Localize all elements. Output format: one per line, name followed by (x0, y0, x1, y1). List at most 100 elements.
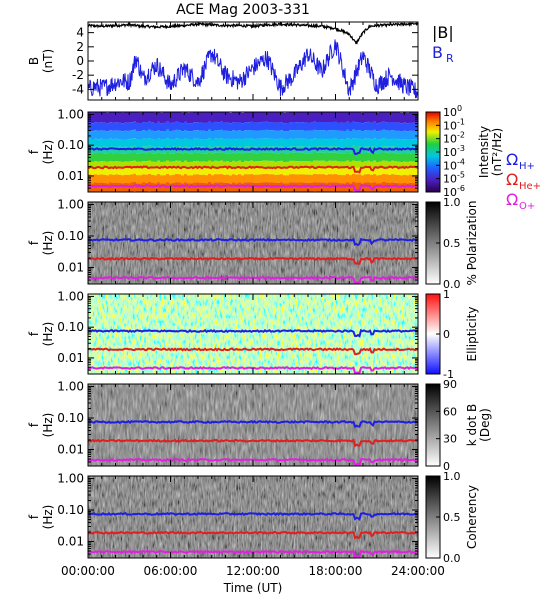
intensity-cell (367, 160, 371, 168)
intensity-cell (121, 153, 125, 162)
intensity-cell (307, 174, 311, 183)
intensity-cell (298, 152, 302, 161)
intensity-cell (319, 160, 323, 168)
intensity-cell (391, 122, 395, 131)
intensity-cell (409, 153, 413, 162)
intensity-cell (226, 168, 230, 175)
intensity-cell (319, 122, 323, 131)
intensity-cell (88, 182, 92, 192)
intensity-cell (115, 182, 119, 192)
intensity-cell (103, 146, 107, 154)
intensity-cell (343, 122, 347, 131)
intensity-cell (292, 182, 296, 192)
intensity-cell (358, 112, 362, 122)
intensity-cell (142, 112, 146, 123)
intensity-cell (319, 138, 323, 147)
intensity-cell (121, 131, 125, 140)
intensity-cell (370, 153, 374, 162)
intensity-cell (97, 130, 101, 140)
intensity-cell (124, 130, 128, 139)
intensity-cell (325, 168, 329, 175)
intensity-cell (391, 160, 395, 168)
intensity-cell (199, 130, 203, 140)
intensity-cell (214, 130, 218, 139)
intensity-cell (100, 174, 104, 183)
intensity-cell (109, 112, 113, 123)
intensity-cell (229, 162, 233, 169)
intensity-cell (145, 112, 149, 123)
intensity-cell (202, 174, 206, 183)
intensity-cell (340, 183, 344, 192)
intensity-cell (259, 161, 263, 168)
intensity-cell (361, 168, 365, 176)
intensity-cell (244, 112, 248, 123)
intensity-cell (223, 183, 227, 192)
intensity-cell (196, 182, 200, 192)
intensity-cell (391, 167, 395, 175)
intensity-cell (205, 122, 209, 131)
intensity-cell (313, 167, 317, 174)
colorbar-tick-label: 10 (443, 186, 457, 199)
colorbar-tick-exponent: -1 (457, 117, 465, 126)
intensity-cell (91, 168, 95, 176)
intensity-cell (160, 153, 164, 162)
intensity-cell (289, 167, 293, 175)
intensity-cell (307, 153, 311, 162)
intensity-cell (349, 139, 353, 148)
intensity-cell (304, 153, 308, 162)
intensity-cell (247, 112, 251, 123)
intensity-cell (334, 167, 338, 175)
intensity-cell (406, 168, 410, 176)
intensity-cell (211, 175, 215, 184)
intensity-cell (409, 130, 413, 139)
intensity-cell (346, 129, 350, 139)
intensity-cell (172, 182, 176, 192)
intensity-cell (313, 160, 317, 168)
intensity-cell (229, 147, 233, 154)
intensity-cell (214, 160, 218, 168)
intensity-cell (109, 122, 113, 131)
intensity-cell (313, 129, 317, 139)
intensity-cell (142, 130, 146, 139)
intensity-cell (238, 122, 242, 131)
intensity-cell (145, 182, 149, 192)
intensity-cell (256, 161, 260, 169)
intensity-cell (205, 183, 209, 192)
intensity-cell (202, 130, 206, 139)
intensity-cell (184, 112, 188, 122)
intensity-cell (385, 152, 389, 161)
intensity-cell (349, 131, 353, 140)
intensity-cell (388, 183, 392, 192)
intensity-cell (106, 112, 110, 124)
intensity-cell (355, 161, 359, 168)
intensity-cell (262, 121, 266, 130)
intensity-cell (139, 161, 143, 169)
intensity-cell (148, 112, 152, 122)
colorbar-label: % Polarization (465, 201, 479, 286)
intensity-cell (154, 183, 158, 192)
intensity-cell (355, 138, 359, 147)
intensity-cell (181, 112, 185, 124)
intensity-cell (106, 175, 110, 184)
intensity-cell (289, 130, 293, 139)
intensity-cell (370, 112, 374, 123)
intensity-cell (154, 139, 158, 148)
intensity-cell (274, 174, 278, 183)
intensity-cell (121, 139, 125, 148)
colorbar-tick-label: 0 (443, 328, 450, 341)
intensity-cell (358, 174, 362, 183)
intensity-cell (385, 130, 389, 139)
intensity-cell (139, 168, 143, 176)
intensity-cell (211, 153, 215, 162)
colorbar-tick-label: 10 (443, 133, 457, 146)
intensity-cell (298, 174, 302, 183)
intensity-cell (280, 138, 284, 147)
intensity-cell (352, 160, 356, 168)
intensity-cell (193, 138, 197, 147)
intensity-cell (172, 153, 176, 162)
intensity-cell (211, 123, 215, 132)
intensity-cell (265, 121, 269, 130)
intensity-cell (142, 167, 146, 175)
intensity-cell (238, 167, 242, 175)
